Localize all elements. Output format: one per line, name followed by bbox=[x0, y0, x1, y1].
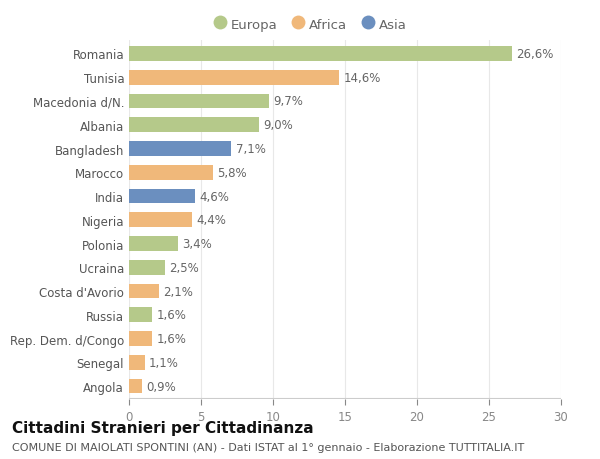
Text: 0,9%: 0,9% bbox=[146, 380, 176, 393]
Text: 4,4%: 4,4% bbox=[197, 214, 227, 227]
Bar bbox=[129, 166, 212, 180]
Text: 9,0%: 9,0% bbox=[263, 119, 293, 132]
Text: 9,7%: 9,7% bbox=[273, 95, 303, 108]
Text: 5,8%: 5,8% bbox=[217, 167, 247, 179]
Bar bbox=[129, 237, 178, 252]
Text: 1,6%: 1,6% bbox=[157, 332, 186, 345]
Bar bbox=[129, 47, 512, 62]
Bar bbox=[129, 260, 165, 275]
Text: 4,6%: 4,6% bbox=[200, 190, 229, 203]
Bar bbox=[129, 118, 259, 133]
Text: 7,1%: 7,1% bbox=[236, 143, 265, 156]
Bar bbox=[129, 355, 145, 370]
Bar bbox=[129, 71, 339, 85]
Text: 1,1%: 1,1% bbox=[149, 356, 179, 369]
Bar bbox=[129, 379, 142, 394]
Text: 2,1%: 2,1% bbox=[164, 285, 193, 298]
Bar bbox=[129, 331, 152, 346]
Bar bbox=[129, 189, 195, 204]
Bar bbox=[129, 213, 193, 228]
Text: 14,6%: 14,6% bbox=[344, 72, 381, 84]
Text: 1,6%: 1,6% bbox=[157, 308, 186, 322]
Bar bbox=[129, 142, 231, 157]
Text: 3,4%: 3,4% bbox=[182, 238, 212, 251]
Bar bbox=[129, 284, 159, 299]
Text: Cittadini Stranieri per Cittadinanza: Cittadini Stranieri per Cittadinanza bbox=[12, 420, 314, 435]
Bar bbox=[129, 95, 269, 109]
Text: 2,5%: 2,5% bbox=[169, 261, 199, 274]
Text: 26,6%: 26,6% bbox=[517, 48, 554, 61]
Legend: Europa, Africa, Asia: Europa, Africa, Asia bbox=[214, 17, 406, 32]
Bar bbox=[129, 308, 152, 323]
Text: COMUNE DI MAIOLATI SPONTINI (AN) - Dati ISTAT al 1° gennaio - Elaborazione TUTTI: COMUNE DI MAIOLATI SPONTINI (AN) - Dati … bbox=[12, 442, 524, 452]
